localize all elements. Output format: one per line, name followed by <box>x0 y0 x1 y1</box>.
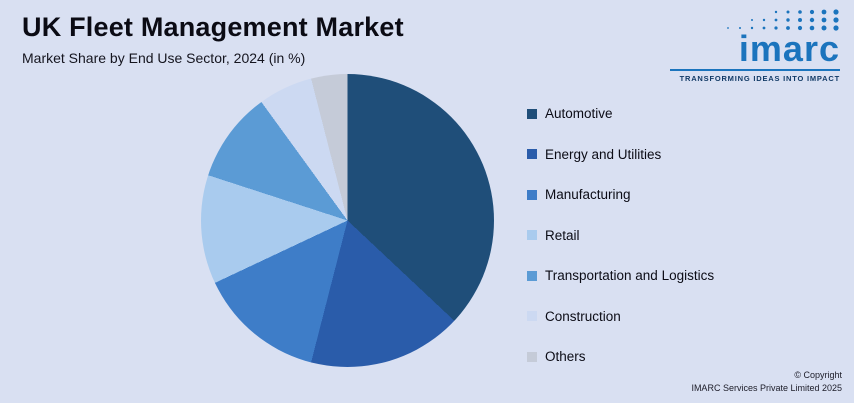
legend-label: Transportation and Logistics <box>545 268 715 283</box>
imarc-logo-dots-icon <box>727 9 839 31</box>
legend-item: Retail <box>527 228 714 243</box>
legend-item: Automotive <box>527 106 714 121</box>
legend-swatch <box>527 351 537 362</box>
copyright-notice: © Copyright IMARC Services Private Limit… <box>691 369 842 395</box>
page-subtitle: Market Share by End Use Sector, 2024 (in… <box>22 50 306 66</box>
legend-label: Manufacturing <box>545 187 631 202</box>
pie-chart <box>201 74 494 367</box>
legend-item: Construction <box>527 309 714 324</box>
legend-label: Energy and Utilities <box>545 146 662 162</box>
legend-swatch <box>527 108 537 119</box>
imarc-logo-rule <box>670 69 840 71</box>
legend-swatch <box>527 311 537 321</box>
legend-swatch <box>527 189 537 200</box>
legend-swatch <box>527 230 537 240</box>
copyright-line-2: IMARC Services Private Limited 2025 <box>691 383 842 393</box>
legend-item: Transportation and Logistics <box>527 268 714 283</box>
chart-legend: Automotive Energy and Utilities Manufactur… <box>527 106 714 390</box>
legend-item: Others <box>527 349 714 364</box>
imarc-logo-tagline: TRANSFORMING IDEAS INTO IMPACT <box>679 74 840 83</box>
legend-label: Automotive <box>545 106 613 121</box>
legend-swatch <box>527 270 537 281</box>
page-title: UK Fleet Management Market <box>22 12 404 42</box>
legend-label: Construction <box>545 308 621 324</box>
legend-item: Manufacturing <box>527 187 714 202</box>
legend-label: Retail <box>545 227 580 243</box>
imarc-logo: imarc TRANSFORMING IDEAS INTO IMPACT <box>670 8 840 83</box>
header: UK Fleet Management Market Market Share … <box>22 12 404 66</box>
copyright-line-1: © Copyright <box>794 370 842 380</box>
legend-item: Energy and Utilities <box>527 147 714 162</box>
legend-label: Others <box>545 349 586 364</box>
imarc-logo-wordmark: imarc <box>738 28 840 69</box>
legend-swatch <box>527 149 537 159</box>
